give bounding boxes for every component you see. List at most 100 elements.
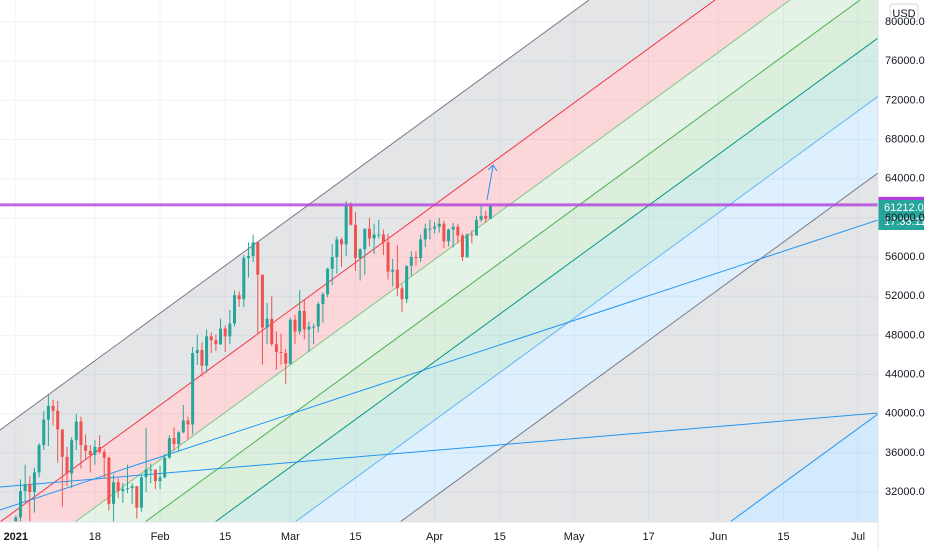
candle-body [321, 294, 325, 305]
candle-body [405, 265, 409, 300]
candle-body [65, 456, 69, 474]
candle-body [98, 446, 102, 452]
candle-body [349, 206, 353, 225]
candle-body [177, 432, 181, 445]
candle-body [451, 226, 455, 230]
candle-body [363, 228, 367, 250]
arrow [486, 165, 494, 201]
fork-line [144, 0, 861, 522]
band [75, 0, 860, 522]
candle-body [163, 457, 167, 478]
fork-line [729, 413, 878, 522]
x-tick-label: 15 [494, 531, 506, 543]
candle-body [149, 469, 153, 471]
candle-body [312, 326, 316, 328]
candle-body [400, 288, 404, 300]
y-tick-label: 48000.0 [885, 329, 925, 341]
y-tick-label: 52000.0 [885, 290, 925, 302]
candle-body [442, 223, 446, 242]
candle-body [456, 226, 460, 236]
overlay: 61330.861212.017:33:11 [0, 196, 926, 230]
y-tick-label: 80000.0 [885, 16, 925, 28]
candle-body [112, 482, 116, 504]
candle-body [37, 445, 41, 473]
candle-body [381, 234, 385, 243]
candle-body [158, 477, 162, 482]
candle-body [284, 352, 288, 364]
candle-body [367, 228, 371, 239]
candle-body [460, 235, 465, 258]
candle-body [195, 350, 199, 353]
y-tick-label: 76000.0 [885, 55, 925, 67]
x-tick-label: 2021 [4, 531, 28, 543]
x-tick-label: Apr [426, 531, 443, 543]
candle-body [279, 352, 283, 354]
candle-body [274, 344, 278, 353]
candle-body [116, 482, 120, 492]
candle-body [423, 228, 427, 240]
candle-body [260, 274, 264, 328]
candle-body [386, 242, 390, 272]
fork-line [0, 0, 716, 522]
candle-body [330, 257, 334, 269]
fork-line [0, 0, 590, 431]
y-tick-label: 40000.0 [885, 408, 925, 420]
candle-body [358, 249, 362, 259]
fork-line [294, 95, 878, 522]
candle-body [56, 410, 60, 430]
candle-body [465, 234, 469, 258]
candle-body [70, 440, 74, 474]
candle-body [88, 450, 92, 455]
candle-body [340, 239, 344, 245]
candle-body [42, 419, 46, 446]
candle-body [135, 486, 139, 508]
candle-body [14, 517, 18, 522]
x-tick-label: May [564, 531, 585, 543]
last-price-tag [878, 199, 924, 230]
candle-body [419, 239, 423, 259]
candle-body [74, 421, 78, 441]
candle-body [214, 340, 218, 345]
candle-body [484, 215, 488, 219]
candle-body [242, 258, 246, 300]
x-tick-label: 18 [89, 531, 101, 543]
x-tick-label: Mar [281, 531, 300, 543]
currency: USD [892, 8, 915, 20]
candle-body [474, 219, 478, 236]
candle-body [23, 484, 27, 492]
candle-body [186, 420, 190, 425]
candle-body [144, 469, 148, 478]
candle-body [121, 489, 125, 492]
candle-body [488, 205, 492, 219]
candle-body [256, 242, 260, 275]
candle-body [107, 457, 111, 504]
candle-body [18, 491, 22, 518]
y-tick-label: 44000.0 [885, 368, 925, 380]
candle-body [139, 477, 143, 508]
candle-body [433, 226, 437, 229]
y-tick-label: 56000.0 [885, 251, 925, 263]
x-tick-label: 15 [219, 531, 231, 543]
candle-body [288, 319, 292, 364]
x-tick-label: 15 [349, 531, 361, 543]
candle-body [265, 318, 269, 328]
candle-body [391, 269, 395, 272]
candle-body [335, 239, 339, 258]
candle-body [153, 469, 157, 482]
y-tick-label: 36000.0 [885, 447, 925, 459]
x-tick-label: Jul [851, 531, 865, 543]
x-tick-label: Feb [151, 531, 170, 543]
candle-body [344, 206, 348, 245]
candles [14, 201, 492, 522]
x-tick-label: 15 [777, 531, 789, 543]
y-tick-label: 72000.0 [885, 94, 925, 106]
candle-body [377, 234, 381, 236]
candle-body [298, 310, 302, 332]
candle-body [372, 234, 376, 239]
candle-body [60, 429, 64, 457]
fork-line [399, 172, 878, 522]
candle-body [46, 405, 50, 420]
fork-line [74, 0, 791, 522]
candle-body [316, 304, 320, 327]
